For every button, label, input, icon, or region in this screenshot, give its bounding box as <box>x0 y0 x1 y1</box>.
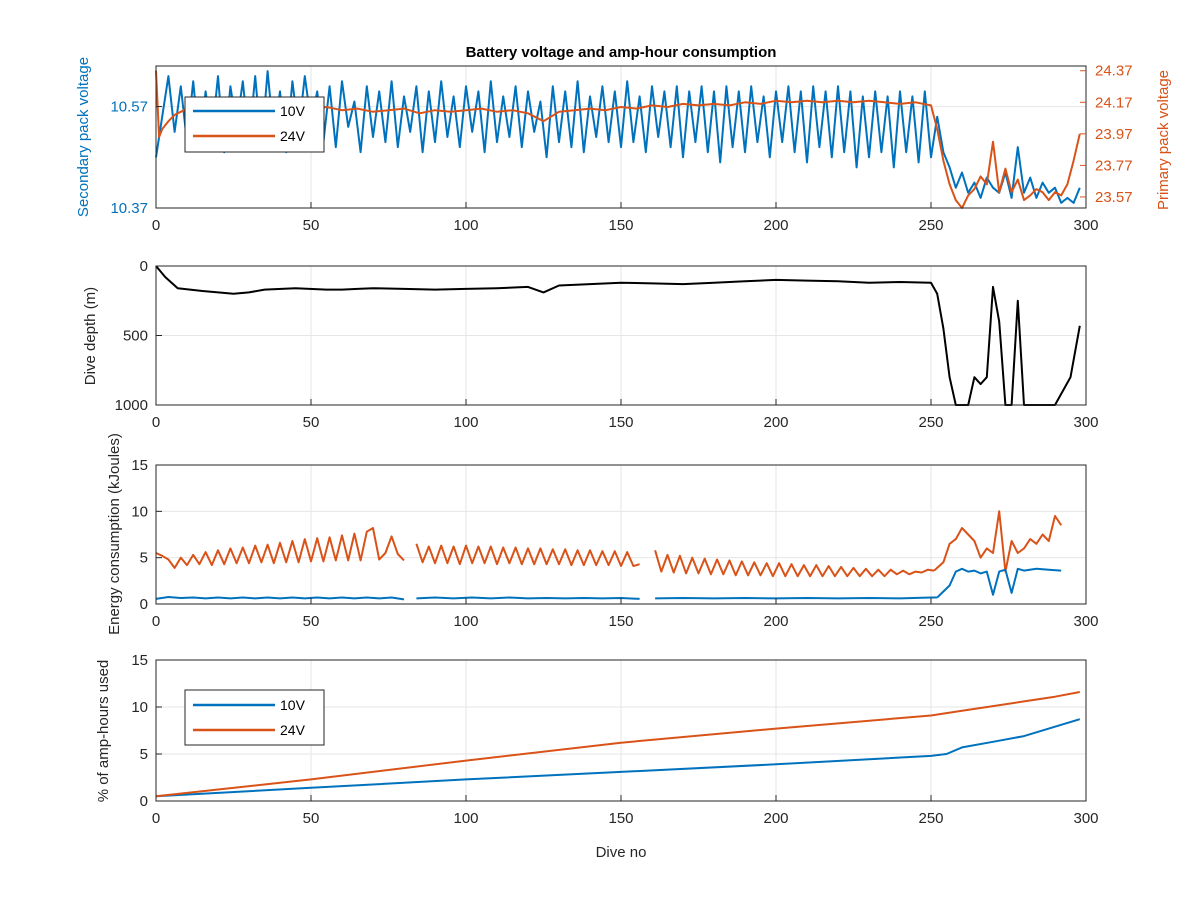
voltage-ticks: 0 50 100 150 200 250 300 10.37 10.57 23.57 23.77 23… <box>110 63 1132 234</box>
depth-xtick-label-4: 200 <box>763 414 788 431</box>
depth-xtick-label-2: 100 <box>453 414 478 431</box>
voltage-xtick-label-5: 250 <box>918 217 943 234</box>
amphours-xtick-label-0: 0 <box>152 810 160 827</box>
energy-ytick-label-0: 0 <box>140 596 148 613</box>
chart-title: Battery voltage and amp-hour consumption <box>466 44 777 61</box>
amphours-xtick-label-5: 250 <box>918 810 943 827</box>
depth-series-line <box>155 265 1081 406</box>
depth-xtick-label-6: 300 <box>1073 414 1098 431</box>
amphours-ytick-label-1: 5 <box>140 746 148 763</box>
voltage-xtick-label-2: 100 <box>453 217 478 234</box>
depth-xtick-label-5: 250 <box>918 414 943 431</box>
voltage-legend-label-10v: 10V <box>280 103 306 119</box>
energy-ylabel: Energy consumption (kJoules) <box>106 433 123 635</box>
energy-series-10v-segment-1 <box>416 596 640 600</box>
depth-series <box>155 265 1081 406</box>
amphours-legend-label-24v: 24V <box>280 722 306 738</box>
depth-xtick-label-3: 150 <box>608 414 633 431</box>
amphours-ylabel: % of amp-hours used <box>95 660 112 803</box>
energy-panel: 0 50 100 150 200 250 300 0 5 10 15 Energy consumpt… <box>106 433 1099 635</box>
voltage-ytick-right-label-3: 24.17 <box>1095 94 1133 111</box>
energy-series-10v-segment-2 <box>655 596 938 600</box>
depth-ytick-label-1: 500 <box>123 328 148 345</box>
voltage-xtick-label-0: 0 <box>152 217 160 234</box>
amphours-series-10v-line <box>155 718 1081 798</box>
amphours-ticks: 0 50 100 150 200 250 300 0 5 10 15 <box>131 652 1098 827</box>
energy-xtick-label-6: 300 <box>1073 613 1098 630</box>
depth-xtick-label-0: 0 <box>152 414 160 431</box>
amphours-ytick-label-0: 0 <box>140 793 148 810</box>
amphours-legend: 10V 24V <box>184 689 325 746</box>
amphours-xlabel: Dive no <box>596 844 647 861</box>
energy-ytick-label-2: 10 <box>131 503 148 520</box>
amphours-xtick-label-6: 300 <box>1073 810 1098 827</box>
voltage-xtick-label-1: 50 <box>303 217 320 234</box>
energy-series-10v-segment-0 <box>155 596 405 601</box>
energy-series-24v-segment-0 <box>155 527 405 569</box>
voltage-ytick-right-label-4: 24.37 <box>1095 63 1133 80</box>
amphours-ytick-label-3: 15 <box>131 652 148 669</box>
voltage-legend-box <box>184 96 325 153</box>
depth-ticks: 0 50 100 150 200 250 300 0 500 1000 <box>115 258 1099 431</box>
depth-ylabel: Dive depth (m) <box>82 287 99 385</box>
voltage-xtick-label-6: 300 <box>1073 217 1098 234</box>
amphours-series <box>155 691 1081 798</box>
energy-ytick-label-3: 15 <box>131 457 148 474</box>
amphours-legend-box <box>184 689 325 746</box>
energy-xtick-label-3: 150 <box>608 613 633 630</box>
depth-ytick-label-2: 1000 <box>115 397 148 414</box>
voltage-ytick-right-label-2: 23.97 <box>1095 126 1133 143</box>
energy-xtick-label-1: 50 <box>303 613 320 630</box>
energy-series <box>155 510 1063 601</box>
voltage-right-ylabel: Primary pack voltage <box>1155 70 1172 210</box>
voltage-panel: 0 50 100 150 200 250 300 10.37 10.57 23.57 23.77 23… <box>75 44 1172 234</box>
voltage-xtick-label-3: 150 <box>608 217 633 234</box>
voltage-ytick-right-label-1: 23.77 <box>1095 157 1133 174</box>
amphours-series-24v-line <box>155 691 1080 798</box>
energy-series-10v-segment-3 <box>936 567 1062 599</box>
depth-ytick-label-0: 0 <box>140 258 148 275</box>
voltage-ytick-right-label-0: 23.57 <box>1095 189 1133 206</box>
amphours-xtick-label-3: 150 <box>608 810 633 827</box>
energy-series-24v-segment-1 <box>415 543 640 567</box>
amphours-ytick-label-2: 10 <box>131 699 148 716</box>
amphours-legend-label-10v: 10V <box>280 697 306 713</box>
amphours-xtick-label-1: 50 <box>303 810 320 827</box>
energy-xtick-label-0: 0 <box>152 613 160 630</box>
amphours-xtick-label-2: 100 <box>453 810 478 827</box>
amphours-xtick-label-4: 200 <box>763 810 788 827</box>
energy-xtick-label-4: 200 <box>763 613 788 630</box>
depth-panel: 0 50 100 150 200 250 300 0 500 1000 Dive depth (m… <box>82 258 1099 431</box>
energy-xtick-label-2: 100 <box>453 613 478 630</box>
voltage-ytick-label-1: 10.57 <box>110 99 148 116</box>
amphours-panel: 0 50 100 150 200 250 300 0 5 10 15 % of amp-hours … <box>95 652 1099 861</box>
voltage-legend: 10V 24V <box>184 96 325 153</box>
depth-xtick-label-1: 50 <box>303 414 320 431</box>
energy-xtick-label-5: 250 <box>918 613 943 630</box>
voltage-legend-label-24v: 24V <box>280 128 306 144</box>
voltage-left-ylabel: Secondary pack voltage <box>75 57 92 217</box>
energy-ytick-label-1: 5 <box>140 550 148 567</box>
energy-series-24v-segment-3 <box>933 510 1063 573</box>
voltage-xtick-label-4: 200 <box>763 217 788 234</box>
energy-ticks: 0 50 100 150 200 250 300 0 5 10 15 <box>131 457 1098 630</box>
energy-series-24v-segment-2 <box>654 550 935 578</box>
voltage-ytick-label-0: 10.37 <box>110 200 148 217</box>
